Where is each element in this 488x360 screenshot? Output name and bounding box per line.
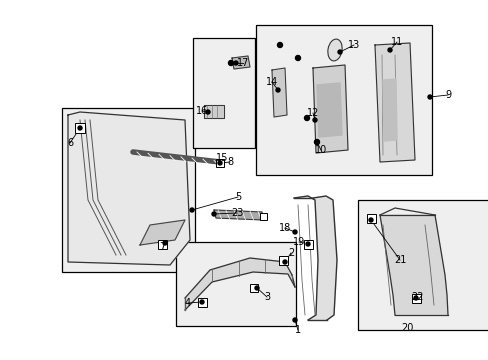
Circle shape [368,218,372,222]
Text: 16: 16 [196,106,208,116]
Polygon shape [184,258,294,310]
Bar [278,256,287,265]
Bar [75,123,85,133]
Circle shape [190,208,194,212]
Text: 8: 8 [226,157,233,167]
Text: 13: 13 [347,40,359,50]
Circle shape [228,60,233,66]
Text: 11: 11 [390,37,402,47]
Circle shape [163,241,167,245]
Text: 23: 23 [230,208,243,218]
Circle shape [292,230,296,234]
Circle shape [314,139,319,144]
Text: 1: 1 [294,325,301,335]
Bar [259,212,266,220]
Polygon shape [379,215,447,315]
Circle shape [337,50,341,54]
Text: 10: 10 [314,145,326,155]
Circle shape [78,126,82,130]
Circle shape [218,161,222,165]
Bar [411,293,420,302]
Circle shape [427,95,431,99]
Polygon shape [203,105,224,118]
Circle shape [212,212,216,216]
Bar [216,159,224,167]
Bar [193,38,254,148]
Circle shape [292,318,296,322]
Text: 5: 5 [234,192,241,202]
Bar [62,108,195,272]
Text: 14: 14 [265,77,278,87]
Circle shape [413,296,417,300]
Bar [366,213,375,222]
Polygon shape [231,56,249,69]
Text: 9: 9 [444,90,450,100]
Circle shape [200,300,203,304]
Circle shape [234,61,238,65]
Bar [357,200,488,330]
Circle shape [254,286,259,290]
Text: 6: 6 [67,138,73,148]
Circle shape [387,48,391,52]
Polygon shape [382,79,396,141]
Text: 7: 7 [159,242,165,252]
Text: 3: 3 [264,292,269,302]
Text: 15: 15 [215,153,228,163]
Text: 12: 12 [306,108,319,118]
Text: 21: 21 [393,255,406,265]
Bar [176,242,295,326]
Bar [256,25,431,175]
Circle shape [314,140,318,144]
Polygon shape [140,220,184,245]
Text: 17: 17 [236,58,249,68]
Text: 2: 2 [287,248,293,258]
Polygon shape [293,196,336,320]
Circle shape [277,42,282,48]
Text: 4: 4 [184,298,191,308]
Bar [197,297,206,306]
Circle shape [275,88,280,92]
Circle shape [205,110,209,114]
Bar [303,239,312,248]
Text: 19: 19 [292,237,305,247]
Text: 20: 20 [400,323,412,333]
Circle shape [312,118,316,122]
Bar [249,284,258,292]
Polygon shape [271,68,286,117]
Circle shape [295,55,300,60]
Ellipse shape [327,39,342,61]
Circle shape [283,260,286,264]
Polygon shape [374,43,414,162]
Polygon shape [214,210,264,220]
Text: 18: 18 [278,223,290,233]
Text: 22: 22 [411,292,424,302]
Polygon shape [312,65,347,153]
Polygon shape [316,83,341,137]
Circle shape [304,116,309,121]
Circle shape [305,242,309,246]
Polygon shape [68,112,190,265]
Bar [157,239,166,248]
